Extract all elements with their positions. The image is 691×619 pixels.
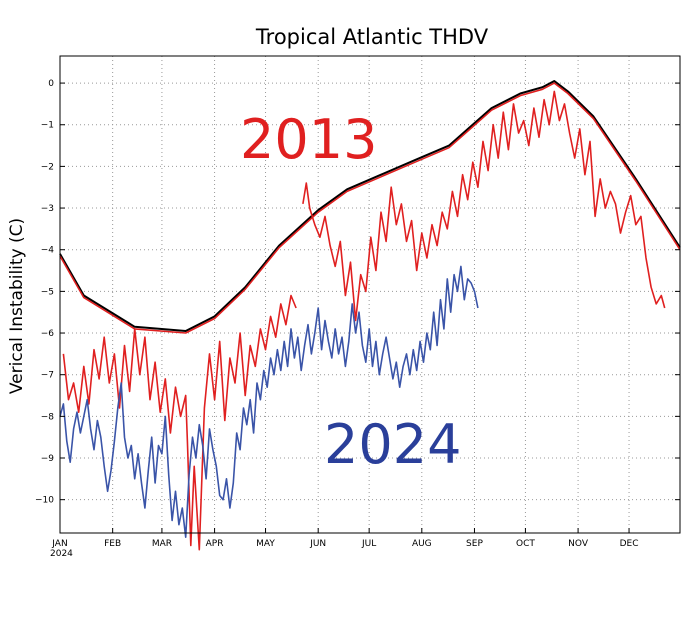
x-axis: JAN FEB MAR APR MAY JUN JUL AUG SEP OCT NOV DEC: [51, 528, 638, 549]
x-tick-label: JUL: [361, 539, 376, 549]
y-tick-label: −3: [41, 204, 54, 214]
series-line-2: [62, 294, 297, 551]
y-tick-label: −2: [41, 162, 54, 172]
plot-frame: [59, 55, 681, 534]
annotation-2013: 2013: [240, 108, 377, 171]
x-tick-label: MAR: [152, 539, 172, 549]
y-axis: 0 −1 −2 −3 −4 −5 −6 −7 −8 −9 −10: [35, 79, 680, 506]
gridlines: [59, 56, 680, 533]
x-tick-label: MAY: [256, 539, 275, 549]
x-tick-label: APR: [206, 539, 224, 549]
y-axis-label: Verical Instability (C): [7, 218, 27, 394]
y-tick-label: −4: [41, 246, 55, 256]
y-tick-label: −7: [41, 371, 54, 381]
series-line-1: [59, 82, 681, 334]
x-tick-label: JAN: [51, 539, 67, 549]
y-tick-label: −1: [41, 121, 54, 131]
y-tick-label: 0: [48, 79, 54, 89]
x-tick-label: JUN: [309, 539, 326, 549]
x-tick-label: SEP: [466, 539, 483, 549]
annotation-2024: 2024: [324, 413, 461, 476]
chart-title: Tropical Atlantic THDV: [255, 25, 489, 49]
y-tick-label: −8: [41, 412, 55, 422]
x-tick-label: DEC: [620, 539, 639, 549]
y-tick-label: −9: [41, 454, 55, 464]
y-tick-label: −6: [41, 329, 55, 339]
x-tick-label: AUG: [412, 539, 432, 549]
series-line-3: [302, 90, 666, 322]
y-tick-label: −5: [41, 287, 54, 297]
series-group: [59, 80, 681, 551]
y-tick-label: −10: [35, 496, 54, 506]
x-tick-label: NOV: [568, 539, 589, 549]
x-tick-label: FEB: [104, 539, 121, 549]
series-line-4: [59, 265, 479, 538]
x-year-label: 2024: [50, 549, 73, 559]
series-line-0: [59, 80, 681, 332]
x-tick-label: OCT: [516, 539, 535, 549]
